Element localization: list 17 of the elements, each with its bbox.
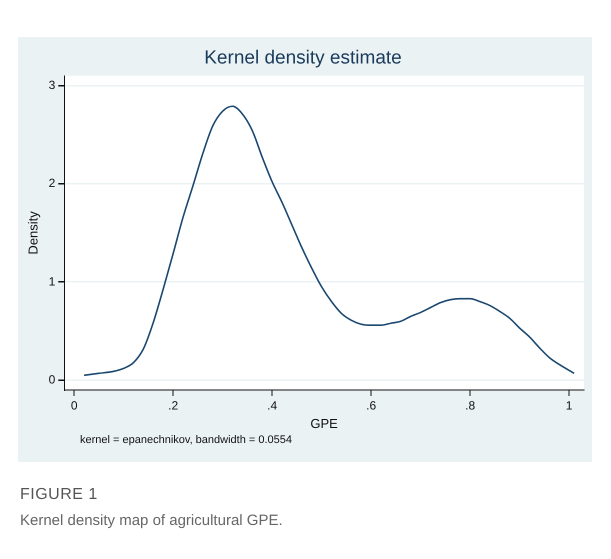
- y-tick-label: 3: [48, 78, 56, 92]
- chart-title: Kernel density estimate: [204, 48, 402, 69]
- text: kernel = epanechnikov, bandwidth = 0.0554: [80, 434, 292, 446]
- caption: FIGURE 1: [20, 486, 98, 504]
- text: Kernel density map of agricultural GPE.: [20, 512, 283, 529]
- y-tick-label: 2: [48, 176, 56, 190]
- x-tick-label: .2: [168, 398, 178, 413]
- x-tick-label: .4: [267, 398, 278, 413]
- y-tick-label: 0: [48, 372, 56, 386]
- line-series: [83, 105, 575, 376]
- x-tick-label: .6: [366, 398, 376, 413]
- y-axis-title: Density: [25, 210, 40, 255]
- x-tick-label: 0: [70, 398, 78, 413]
- x-tick-label: .8: [465, 398, 476, 413]
- x-axis-title: GPE: [310, 416, 338, 431]
- y-tick-label: 1: [48, 274, 56, 288]
- x-tick-label: 1: [566, 398, 573, 413]
